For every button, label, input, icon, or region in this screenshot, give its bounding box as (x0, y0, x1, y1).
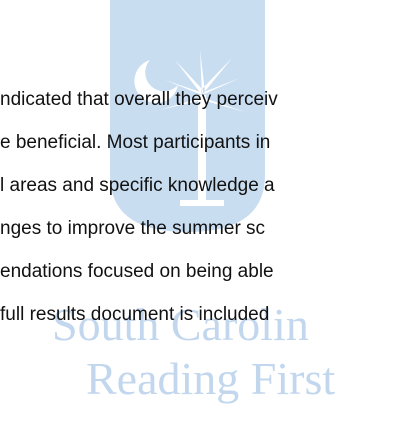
text-line: nges to improve the summer sc (0, 218, 266, 239)
watermark-text: Reading First (86, 353, 335, 404)
watermark-text: South Carolin (52, 299, 309, 350)
watermark-palmetto (160, 50, 245, 206)
text-line: endations focused on being able (0, 261, 274, 282)
watermark-crescent (134, 60, 178, 104)
text-line: l areas and specific knowledge a (0, 175, 275, 196)
watermark-shield (110, 0, 265, 232)
text-line: e beneficial. Most participants in (0, 132, 271, 153)
text-line: ndicated that overall they perceiv (0, 89, 278, 110)
text-line: full results document is included (0, 304, 270, 325)
